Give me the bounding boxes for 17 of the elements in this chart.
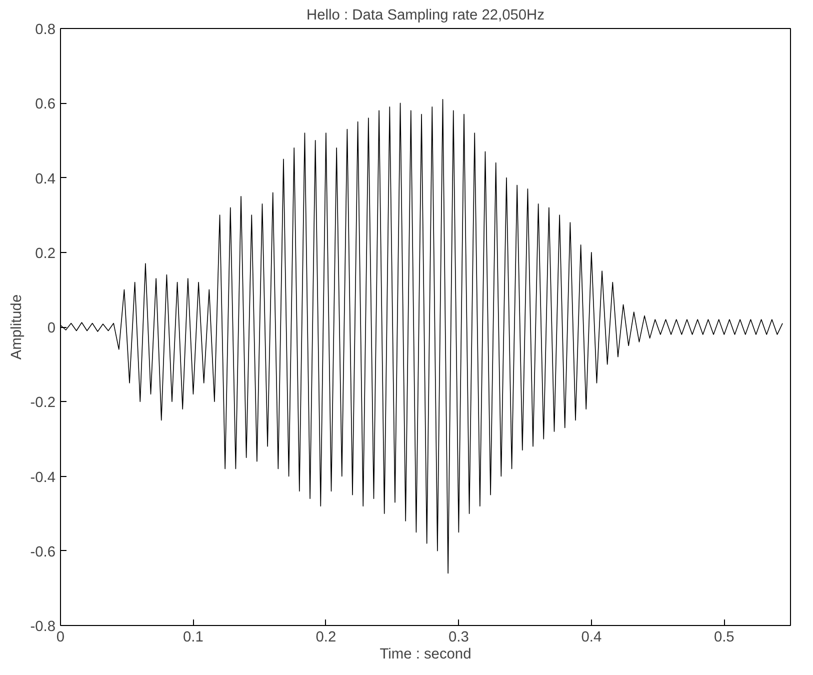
y-axis-title: Amplitude [9,294,26,360]
y-tick-label: -0.8 [30,619,56,635]
y-tick-label: 0.4 [35,171,56,188]
x-tick-label: 0.3 [448,630,469,646]
x-tick-label: 0.2 [316,630,336,646]
x-tick-label: 0.4 [581,630,602,646]
x-tick-label: 0.5 [714,630,734,646]
x-tick-label: 0.1 [183,630,204,646]
y-tick-label: -0.4 [30,470,56,486]
y-tick-label: 0 [47,320,56,336]
chart-title: Hello : Data Sampling rate 22,050Hz [306,8,544,24]
y-tick-label: -0.2 [30,395,56,412]
x-axis-title: Time : second [380,646,472,662]
y-tick-label: 0.6 [35,96,56,113]
y-tick-label: -0.6 [30,544,56,560]
y-tick-label: 0.2 [35,246,56,262]
y-tick-label: 0.8 [35,22,56,38]
